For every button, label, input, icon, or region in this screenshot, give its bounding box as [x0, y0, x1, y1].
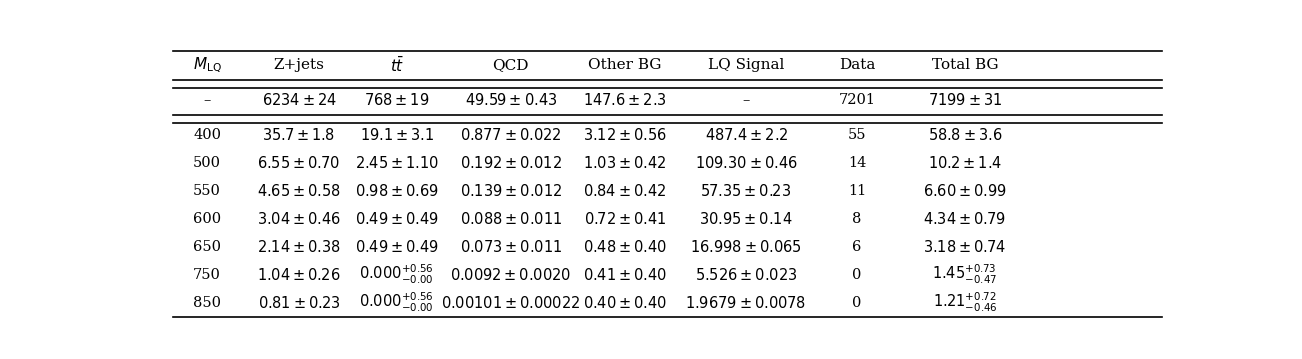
- Text: Z+jets: Z+jets: [273, 59, 324, 73]
- Text: $6.60 \pm 0.99$: $6.60 \pm 0.99$: [923, 183, 1006, 199]
- Text: $768 \pm 19$: $768 \pm 19$: [365, 92, 430, 108]
- Text: $1.9679 \pm 0.0078$: $1.9679 \pm 0.0078$: [685, 295, 807, 311]
- Text: $0.00101 \pm 0.00022$: $0.00101 \pm 0.00022$: [441, 295, 581, 311]
- Text: 550: 550: [193, 184, 221, 198]
- Text: $0.877 \pm 0.022$: $0.877 \pm 0.022$: [460, 127, 561, 143]
- Text: $1.04 \pm 0.26$: $1.04 \pm 0.26$: [258, 267, 341, 283]
- Text: $10.2 \pm 1.4$: $10.2 \pm 1.4$: [928, 155, 1003, 171]
- Text: $0.139 \pm 0.012$: $0.139 \pm 0.012$: [460, 183, 562, 199]
- Text: LQ Signal: LQ Signal: [708, 59, 784, 73]
- Text: 850: 850: [193, 296, 221, 310]
- Text: $2.45 \pm 1.10$: $2.45 \pm 1.10$: [354, 155, 439, 171]
- Text: –: –: [742, 93, 750, 107]
- Text: $0.49 \pm 0.49$: $0.49 \pm 0.49$: [355, 239, 439, 255]
- Text: $35.7 \pm 1.8$: $35.7 \pm 1.8$: [263, 127, 336, 143]
- Text: $6.55 \pm 0.70$: $6.55 \pm 0.70$: [258, 155, 341, 171]
- Text: 7201: 7201: [838, 93, 875, 107]
- Text: $0.81 \pm 0.23$: $0.81 \pm 0.23$: [258, 295, 340, 311]
- Text: $109.30 \pm 0.46$: $109.30 \pm 0.46$: [694, 155, 797, 171]
- Text: 750: 750: [193, 268, 221, 282]
- Text: $0.0092 \pm 0.0020$: $0.0092 \pm 0.0020$: [450, 267, 572, 283]
- Text: $0.000^{+0.56}_{-0.00}$: $0.000^{+0.56}_{-0.00}$: [359, 291, 435, 314]
- Text: $M_{\mathrm{LQ}}$: $M_{\mathrm{LQ}}$: [193, 56, 221, 75]
- Text: 8: 8: [853, 212, 862, 226]
- Text: 600: 600: [193, 212, 221, 226]
- Text: $0.72 \pm 0.41$: $0.72 \pm 0.41$: [583, 211, 667, 227]
- Text: Other BG: Other BG: [589, 59, 661, 73]
- Text: $3.18 \pm 0.74$: $3.18 \pm 0.74$: [923, 239, 1006, 255]
- Text: –: –: [203, 93, 211, 107]
- Text: QCD: QCD: [492, 59, 529, 73]
- Text: $58.8 \pm 3.6$: $58.8 \pm 3.6$: [928, 127, 1003, 143]
- Text: 500: 500: [193, 156, 221, 170]
- Text: $t\bar{t}$: $t\bar{t}$: [389, 56, 404, 75]
- Text: $16.998 \pm 0.065$: $16.998 \pm 0.065$: [690, 239, 802, 255]
- Text: 0: 0: [853, 268, 862, 282]
- Text: Total BG: Total BG: [932, 59, 999, 73]
- Text: $6234 \pm 24$: $6234 \pm 24$: [262, 92, 336, 108]
- Text: $1.03 \pm 0.42$: $1.03 \pm 0.42$: [583, 155, 667, 171]
- Text: $5.526 \pm 0.023$: $5.526 \pm 0.023$: [695, 267, 797, 283]
- Text: $0.41 \pm 0.40$: $0.41 \pm 0.40$: [583, 267, 667, 283]
- Text: $0.98 \pm 0.69$: $0.98 \pm 0.69$: [355, 183, 439, 199]
- Text: $4.34 \pm 0.79$: $4.34 \pm 0.79$: [923, 211, 1006, 227]
- Text: $30.95 \pm 0.14$: $30.95 \pm 0.14$: [699, 211, 793, 227]
- Text: $1.21^{+0.72}_{-0.46}$: $1.21^{+0.72}_{-0.46}$: [932, 291, 997, 314]
- Text: $2.14 \pm 0.38$: $2.14 \pm 0.38$: [256, 239, 341, 255]
- Text: $147.6 \pm 2.3$: $147.6 \pm 2.3$: [583, 92, 667, 108]
- Text: 0: 0: [853, 296, 862, 310]
- Text: 14: 14: [848, 156, 866, 170]
- Text: $0.49 \pm 0.49$: $0.49 \pm 0.49$: [355, 211, 439, 227]
- Text: $1.45^{+0.73}_{-0.47}$: $1.45^{+0.73}_{-0.47}$: [932, 263, 997, 286]
- Text: $0.073 \pm 0.011$: $0.073 \pm 0.011$: [460, 239, 562, 255]
- Text: $19.1 \pm 3.1$: $19.1 \pm 3.1$: [359, 127, 434, 143]
- Text: $0.088 \pm 0.011$: $0.088 \pm 0.011$: [460, 211, 562, 227]
- Text: $0.84 \pm 0.42$: $0.84 \pm 0.42$: [583, 183, 667, 199]
- Text: $49.59 \pm 0.43$: $49.59 \pm 0.43$: [465, 92, 557, 108]
- Text: 11: 11: [848, 184, 866, 198]
- Text: $4.65 \pm 0.58$: $4.65 \pm 0.58$: [256, 183, 341, 199]
- Text: 400: 400: [193, 128, 221, 142]
- Text: $57.35 \pm 0.23$: $57.35 \pm 0.23$: [700, 183, 792, 199]
- Text: 6: 6: [853, 240, 862, 254]
- Text: $3.04 \pm 0.46$: $3.04 \pm 0.46$: [256, 211, 341, 227]
- Text: $3.12 \pm 0.56$: $3.12 \pm 0.56$: [583, 127, 667, 143]
- Text: $0.48 \pm 0.40$: $0.48 \pm 0.40$: [583, 239, 667, 255]
- Text: $7199 \pm 31$: $7199 \pm 31$: [928, 92, 1003, 108]
- Text: $0.192 \pm 0.012$: $0.192 \pm 0.012$: [460, 155, 562, 171]
- Text: 55: 55: [848, 128, 866, 142]
- Text: $0.000^{+0.56}_{-0.00}$: $0.000^{+0.56}_{-0.00}$: [359, 263, 435, 286]
- Text: Data: Data: [838, 59, 875, 73]
- Text: $0.40 \pm 0.40$: $0.40 \pm 0.40$: [583, 295, 667, 311]
- Text: $487.4 \pm 2.2$: $487.4 \pm 2.2$: [704, 127, 788, 143]
- Text: 650: 650: [193, 240, 221, 254]
